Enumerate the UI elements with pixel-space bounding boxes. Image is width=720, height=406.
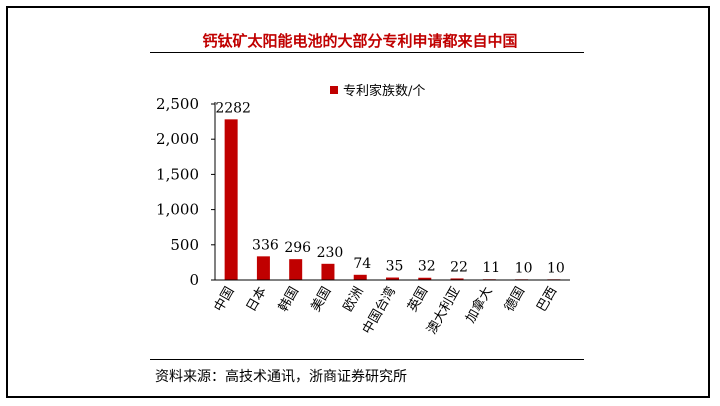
bars: 2282 336 296 230 74 35 32 22 11 10 10 [215,100,565,281]
bar [321,263,335,280]
y-tick-label: 2,500 [156,95,199,113]
legend: 专利家族数/个 [330,83,425,99]
y-tick-label: 500 [170,236,199,254]
source-rule [150,359,584,360]
y-tick-label: 0 [189,271,199,289]
data-label: 74 [353,256,371,272]
y-tick-label: 1,500 [156,165,199,183]
x-tick-label: 欧洲 [341,285,367,315]
x-tick-label: 中国 [212,285,238,315]
x-tick-label: 巴西 [534,285,560,315]
figure-frame [6,6,710,398]
data-label: 35 [386,259,404,275]
bar [450,278,464,280]
bar [256,256,270,280]
data-label: 22 [450,259,468,275]
bar [386,277,399,280]
chart-title: 钙钛矿太阳能电池的大部分专利申请都来自中国 [202,32,518,50]
legend-label: 专利家族数/个 [343,83,425,99]
data-label: 10 [547,260,565,276]
x-tick-label: 韩国 [276,285,302,315]
x-tick-label: 加拿大 [462,284,495,326]
source-note: 资料来源：高技术通讯，浙商证券研究所 [155,369,407,385]
data-label: 2282 [215,100,251,116]
data-label: 296 [284,240,311,256]
y-axis: 0 500 1,000 1,500 2,000 2,500 [156,95,216,289]
bar [418,277,432,280]
data-label: 230 [317,245,344,261]
x-tick-label: 英国 [405,285,431,315]
title-rule [150,52,584,53]
bar [224,119,238,280]
x-tick-label: 美国 [308,285,334,315]
x-tick-label: 日本 [244,285,270,315]
y-tick-label: 2,000 [156,130,199,148]
data-label: 11 [482,260,500,276]
y-tick-label: 1,000 [156,201,199,219]
data-label: 32 [418,259,436,275]
data-label: 10 [515,260,533,276]
bar [289,259,303,280]
x-tick-label: 德国 [502,285,528,315]
data-label: 336 [252,237,279,253]
bar [353,274,367,280]
legend-swatch [330,86,338,94]
